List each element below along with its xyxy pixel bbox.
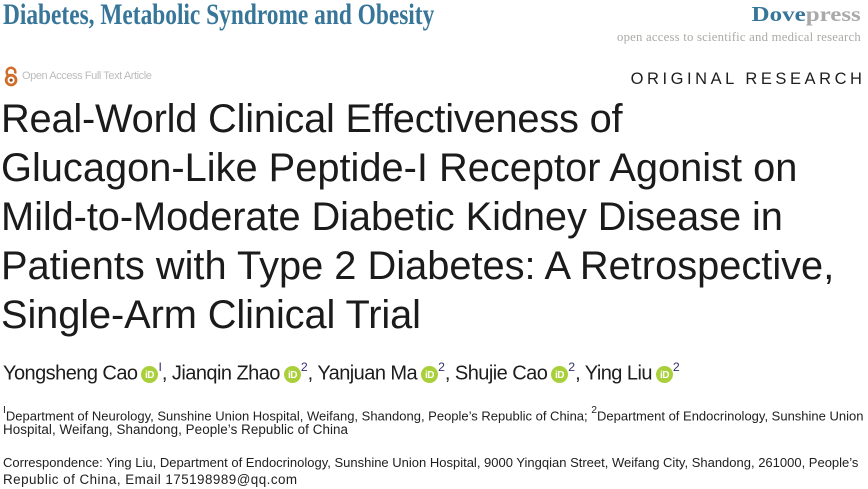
svg-text:iD: iD <box>660 370 669 381</box>
svg-text:iD: iD <box>555 370 564 381</box>
svg-text:iD: iD <box>146 370 155 381</box>
svg-text:iD: iD <box>288 370 297 381</box>
svg-text:iD: iD <box>425 370 434 381</box>
